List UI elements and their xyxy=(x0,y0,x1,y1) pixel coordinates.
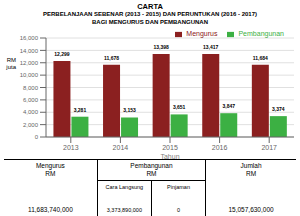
html-text:PERBELANJAAN SEBENAR (2013 - 2: PERBELANJAAN SEBENAR (2013 - 2015) DAN P… xyxy=(43,11,257,17)
svg-text:2014: 2014 xyxy=(113,144,129,151)
svg-text:3,153: 3,153 xyxy=(123,107,136,113)
svg-text:0: 0 xyxy=(35,134,39,140)
svg-text:6,000: 6,000 xyxy=(23,97,39,103)
svg-text:12,000: 12,000 xyxy=(20,60,39,66)
html-text:15,057,630,000: 15,057,630,000 xyxy=(228,206,274,213)
html-text:RM: RM xyxy=(6,57,16,63)
html-text:Pembangunan: Pembangunan xyxy=(130,162,173,169)
html-text:RM: RM xyxy=(246,170,257,177)
svg-text:2,000: 2,000 xyxy=(23,122,39,128)
svg-text:2015: 2015 xyxy=(162,144,178,151)
html-text:RM: RM xyxy=(45,170,56,177)
svg-text:16,000: 16,000 xyxy=(20,35,39,41)
svg-text:13,417: 13,417 xyxy=(203,44,219,50)
svg-text:10,000: 10,000 xyxy=(20,72,39,78)
svg-text:11,684: 11,684 xyxy=(253,55,268,61)
svg-text:14,000: 14,000 xyxy=(20,48,39,54)
svg-text:8,000: 8,000 xyxy=(23,85,39,91)
svg-text:3,847: 3,847 xyxy=(222,103,235,109)
svg-text:4,000: 4,000 xyxy=(23,109,39,115)
svg-text:3,374: 3,374 xyxy=(272,106,285,112)
svg-text:12,299: 12,299 xyxy=(54,51,70,57)
html-text:11,683,740,000: 11,683,740,000 xyxy=(28,206,73,213)
svg-text:2016: 2016 xyxy=(212,144,228,151)
html-text:Pinjaman: Pinjaman xyxy=(167,184,190,190)
svg-text:3,651: 3,651 xyxy=(173,104,186,110)
html-text:3,373,890,000: 3,373,890,000 xyxy=(106,207,142,213)
html-text:Jumlah: Jumlah xyxy=(240,162,262,169)
svg-text:13,398: 13,398 xyxy=(153,44,169,50)
html-text:BAGI MENGURUS DAN PEMBANGUNAN: BAGI MENGURUS DAN PEMBANGUNAN xyxy=(92,18,208,25)
html-text:Pembangunan: Pembangunan xyxy=(238,30,284,37)
html-text:juta: juta xyxy=(6,64,16,70)
html-text:0: 0 xyxy=(177,207,180,213)
svg-text:Tahun: Tahun xyxy=(160,153,179,159)
html-text:RM: RM xyxy=(146,170,157,177)
svg-text:3,281: 3,281 xyxy=(74,107,87,113)
svg-text:2013: 2013 xyxy=(63,144,79,151)
html-text:CARTA: CARTA xyxy=(137,2,163,11)
html-text:Mengurus: Mengurus xyxy=(35,162,65,169)
html-text:Mengurus: Mengurus xyxy=(186,30,218,37)
svg-text:2017: 2017 xyxy=(261,144,277,151)
html-text:Cara Langsung: Cara Langsung xyxy=(105,184,144,190)
svg-text:11,678: 11,678 xyxy=(104,55,119,61)
